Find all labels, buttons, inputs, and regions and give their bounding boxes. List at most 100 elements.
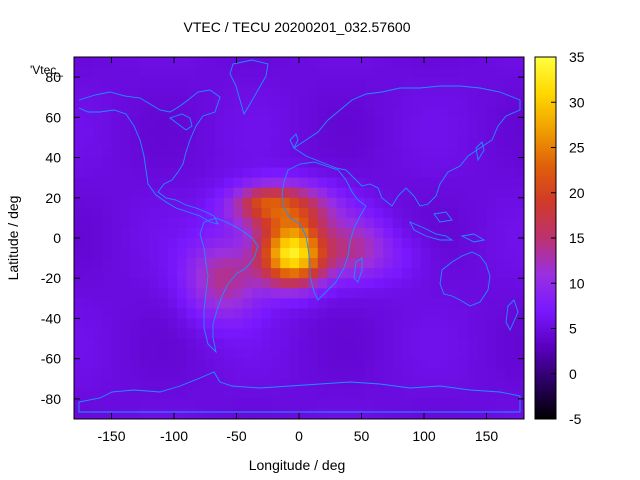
heatmap-cell xyxy=(280,217,291,229)
heatmap-cell xyxy=(233,77,244,88)
heatmap-cell xyxy=(214,288,225,299)
heatmap-cell xyxy=(242,288,253,299)
heatmap-cell xyxy=(299,308,309,320)
heatmap-cell xyxy=(270,157,281,169)
heatmap-cell xyxy=(289,227,300,239)
heatmap-cell xyxy=(92,338,103,350)
heatmap-cell xyxy=(167,147,178,159)
heatmap-cell xyxy=(505,288,516,299)
heatmap-cell xyxy=(120,398,131,410)
heatmap-cell xyxy=(299,217,309,229)
heatmap-cell xyxy=(317,368,328,380)
heatmap-cell xyxy=(120,137,131,149)
heatmap-cell xyxy=(158,358,169,370)
heatmap-cell xyxy=(402,227,413,239)
heatmap-cell xyxy=(355,217,366,229)
heatmap-cell xyxy=(177,358,188,370)
heatmap-cell xyxy=(252,197,263,209)
heatmap-cell xyxy=(92,127,103,139)
heatmap-cell xyxy=(111,278,122,289)
heatmap-cell xyxy=(205,278,216,289)
heatmap-cell xyxy=(308,258,319,269)
heatmap-cell xyxy=(402,147,413,159)
heatmap-cell xyxy=(308,408,319,419)
heatmap-cell xyxy=(486,147,497,159)
heatmap-cell xyxy=(289,258,300,269)
heatmap-cell xyxy=(233,408,244,419)
heatmap-cell xyxy=(195,57,206,68)
heatmap-cell xyxy=(467,358,478,370)
heatmap-cell xyxy=(205,147,216,159)
heatmap-cell xyxy=(439,238,450,249)
heatmap-cell xyxy=(177,388,188,400)
heatmap-cell xyxy=(299,97,309,108)
heatmap-cell xyxy=(130,67,141,78)
heatmap-cell xyxy=(224,137,234,149)
heatmap-cell xyxy=(83,117,94,128)
heatmap-cell xyxy=(177,167,188,179)
heatmap-cell xyxy=(186,167,197,179)
heatmap-cell xyxy=(139,348,150,360)
heatmap-cell xyxy=(402,318,413,330)
heatmap-cell xyxy=(205,77,216,88)
heatmap-cell xyxy=(383,157,394,169)
heatmap-cell xyxy=(411,368,422,380)
heatmap-cell xyxy=(111,398,122,410)
heatmap-cell xyxy=(130,57,141,68)
heatmap-cell xyxy=(420,248,431,259)
heatmap-cell xyxy=(467,338,478,350)
heatmap-cell xyxy=(252,318,263,330)
heatmap-cell xyxy=(495,107,506,118)
heatmap-cell xyxy=(139,67,150,78)
heatmap-cell xyxy=(252,368,263,380)
heatmap-cell xyxy=(224,197,234,209)
heatmap-cell xyxy=(289,248,300,259)
heatmap-cell xyxy=(261,177,272,189)
heatmap-cell xyxy=(392,358,403,370)
heatmap-cell xyxy=(83,127,94,139)
heatmap-cell xyxy=(270,388,281,400)
heatmap-cell xyxy=(355,338,366,350)
heatmap-cell xyxy=(336,107,347,118)
heatmap-cell xyxy=(495,338,506,350)
heatmap-cell xyxy=(392,207,403,219)
heatmap-cell xyxy=(233,288,244,299)
heatmap-cell xyxy=(270,338,281,350)
heatmap-cell xyxy=(299,87,309,98)
heatmap-cell xyxy=(177,127,188,139)
heatmap-cell xyxy=(186,308,197,320)
heatmap-cell xyxy=(299,197,309,209)
heatmap-cell xyxy=(355,248,366,259)
heatmap-cell xyxy=(392,298,403,309)
heatmap-cell xyxy=(102,408,113,419)
heatmap-cell xyxy=(420,77,431,88)
heatmap-cell xyxy=(327,57,338,68)
heatmap-cell xyxy=(477,157,488,169)
heatmap-cell xyxy=(214,197,225,209)
heatmap-cell xyxy=(355,147,366,159)
heatmap-cell xyxy=(355,358,366,370)
heatmap-cell xyxy=(420,338,431,350)
heatmap-cell xyxy=(317,258,328,269)
heatmap-cell xyxy=(514,308,524,320)
heatmap-cell xyxy=(83,227,94,239)
heatmap-cell xyxy=(280,177,291,189)
heatmap-cell xyxy=(270,318,281,330)
heatmap-cell xyxy=(158,238,169,249)
heatmap-cell xyxy=(158,197,169,209)
heatmap-cell xyxy=(139,398,150,410)
heatmap-cell xyxy=(299,157,309,169)
heatmap-cell xyxy=(364,157,375,169)
heatmap-cell xyxy=(167,57,178,68)
heatmap-cell xyxy=(167,278,178,289)
heatmap-cell xyxy=(167,157,178,169)
heatmap-cell xyxy=(336,288,347,299)
heatmap-cell xyxy=(261,197,272,209)
heatmap-cell xyxy=(233,217,244,229)
heatmap-cell xyxy=(299,167,309,179)
heatmap-cell xyxy=(270,258,281,269)
heatmap-cell xyxy=(514,217,524,229)
heatmap-cell xyxy=(449,97,459,108)
heatmap-cell xyxy=(317,147,328,159)
heatmap-cell xyxy=(420,57,431,68)
